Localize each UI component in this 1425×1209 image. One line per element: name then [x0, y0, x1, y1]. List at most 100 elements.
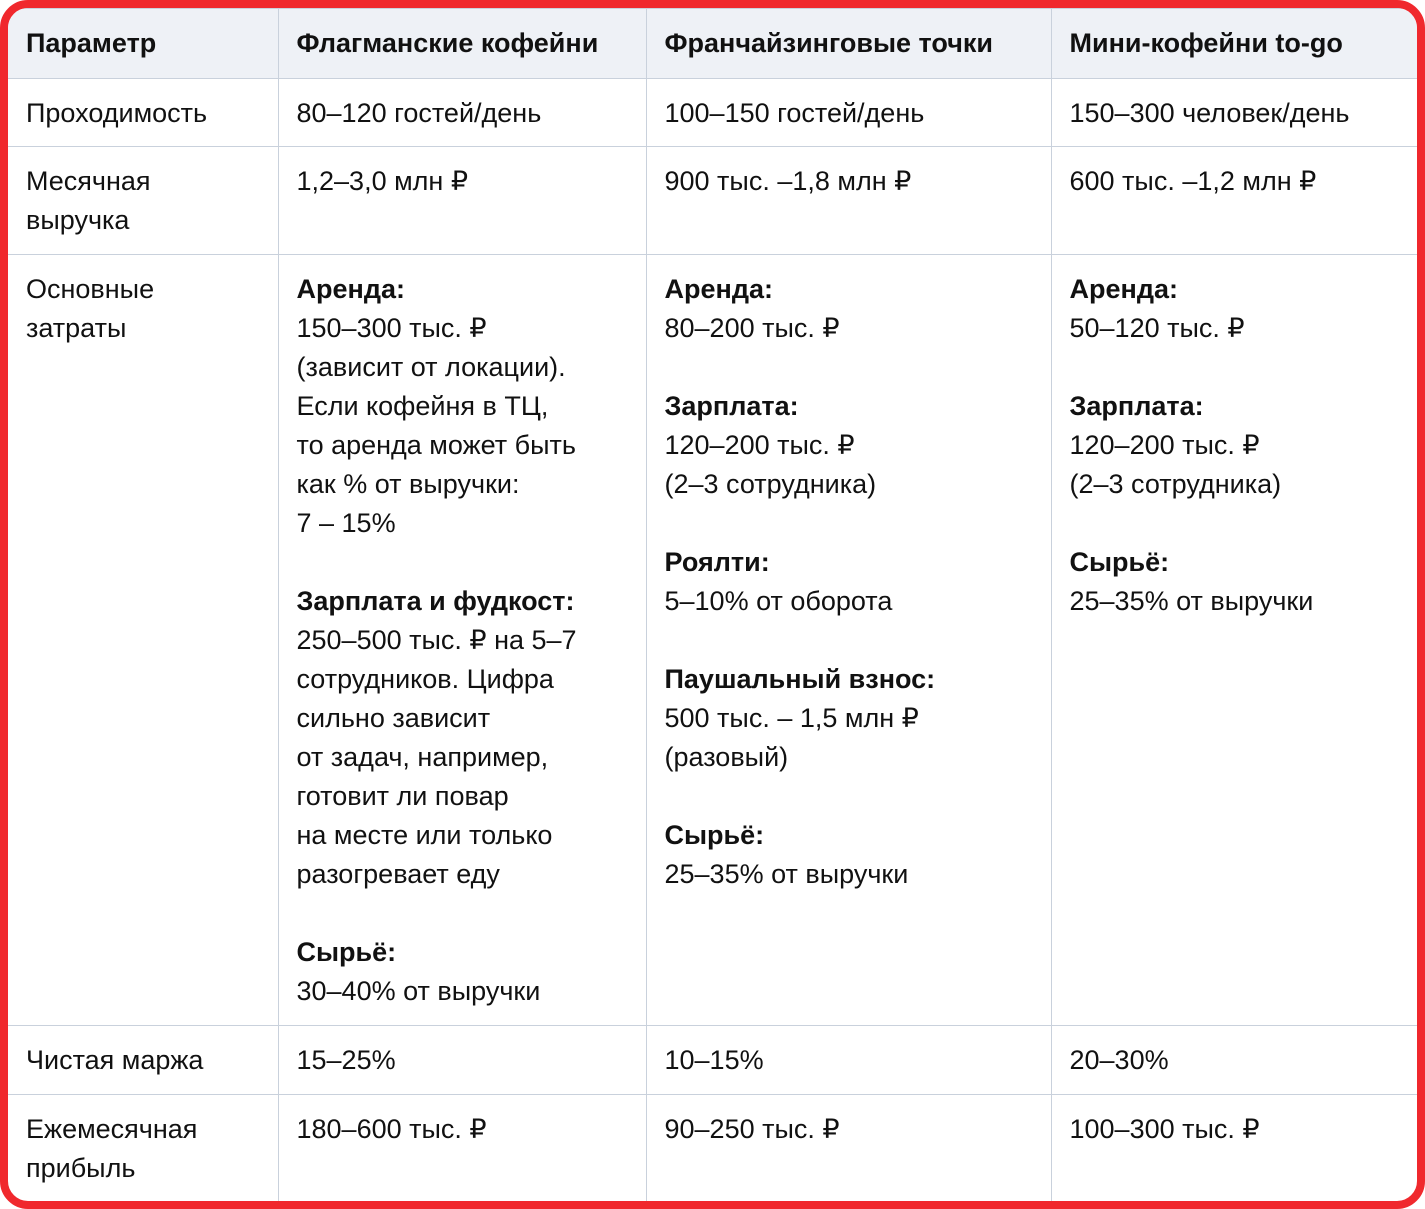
text-block: 900 тыс. –1,8 млн ₽ [665, 162, 1033, 201]
text-line: сотрудников. Цифра [296, 664, 554, 694]
text-line: сильно зависит [296, 703, 491, 733]
block-heading: Зарплата: [664, 391, 799, 421]
table-cell: 600 тыс. –1,2 млн ₽ [1050, 146, 1417, 255]
text-line: 20–30% [1069, 1045, 1169, 1075]
block-heading: Зарплата: [1069, 391, 1204, 421]
text-block: 150–300 человек/день [1070, 94, 1400, 133]
text-block: Сырьё: 30–40% от выручки [297, 933, 628, 1011]
table-cell: Аренда: 150–300 тыс. ₽ (зависит от локации… [277, 254, 647, 1026]
text-line: 180–600 тыс. ₽ [296, 1114, 487, 1144]
table-cell: 90–250 тыс. ₽ [645, 1094, 1052, 1201]
text-line: 25–35% от выручки [1069, 586, 1314, 616]
table-cell: 1,2–3,0 млн ₽ [277, 146, 647, 255]
text-line: 250–500 тыс. ₽ на 5–7 [296, 625, 577, 655]
header-cell: Флагманские кофейни [277, 8, 647, 79]
text-line: от задач, например, [296, 742, 549, 772]
table-row: Чистая маржа 15–25% 10–15% 20–30% [8, 1025, 1417, 1095]
text-block: Чистая маржа [26, 1041, 260, 1080]
text-block: 20–30% [1070, 1041, 1400, 1080]
text-line: 90–250 тыс. ₽ [664, 1114, 840, 1144]
text-line: 100–150 гостей/день [664, 98, 925, 128]
comparison-table: Параметр Флагманские кофейни Франчайзингов… [8, 8, 1417, 1201]
block-heading: Сырьё: [1069, 547, 1170, 577]
table-row: Проходимость 80–120 гостей/день 100–150 го… [8, 78, 1417, 147]
text-block: Основные затраты [26, 270, 260, 348]
text-line: Ежемесячная [26, 1114, 198, 1144]
text-block: Ежемесячная прибыль [26, 1110, 260, 1188]
text-line: 15–25% [296, 1045, 396, 1075]
text-block: Проходимость [26, 94, 260, 133]
text-line: (зависит от локации). [296, 352, 566, 382]
text-block: 100–300 тыс. ₽ [1070, 1110, 1400, 1149]
table-cell: 100–150 гостей/день [645, 78, 1052, 147]
text-line: 120–200 тыс. ₽ [664, 430, 855, 460]
text-line: 150–300 тыс. ₽ [296, 313, 487, 343]
text-line: 25–35% от выручки [664, 859, 909, 889]
text-line: то аренда может быть [296, 430, 576, 460]
text-line: готовит ли повар [296, 781, 509, 811]
header-cell: Мини-кофейни to-go [1050, 8, 1417, 79]
block-heading: Паушальный взнос: [664, 664, 936, 694]
table-cell: 100–300 тыс. ₽ [1050, 1094, 1417, 1201]
row-label-cell: Основные затраты [8, 254, 279, 1026]
text-line: 120–200 тыс. ₽ [1069, 430, 1260, 460]
table-cell: Аренда: 80–200 тыс. ₽ Зарплата: 120–200 тыс… [645, 254, 1052, 1026]
text-line: 150–300 человек/день [1069, 98, 1350, 128]
text-block: Месячная выручка [26, 162, 260, 240]
text-line: прибыль [26, 1153, 136, 1183]
table-row: Ежемесячная прибыль 180–600 тыс. ₽ 90–250 т… [8, 1094, 1417, 1201]
text-line: Если кофейня в ТЦ, [296, 391, 549, 421]
table-cell: 150–300 человек/день [1050, 78, 1417, 147]
text-line: 30–40% от выручки [296, 976, 541, 1006]
text-line: (разовый) [664, 742, 789, 772]
text-line: 1,2–3,0 млн ₽ [296, 166, 469, 196]
text-line: (2–3 сотрудника) [664, 469, 877, 499]
text-line: как % от выручки: [296, 469, 520, 499]
block-heading: Аренда: [296, 274, 405, 304]
text-line: 5–10% от оборота [664, 586, 893, 616]
table-cell: 10–15% [645, 1025, 1052, 1095]
text-line: Месячная [26, 166, 151, 196]
block-heading: Аренда: [664, 274, 773, 304]
block-heading: Сырьё: [296, 937, 397, 967]
text-line: 900 тыс. –1,8 млн ₽ [664, 166, 912, 196]
table-cell: 80–120 гостей/день [277, 78, 647, 147]
text-block: 15–25% [297, 1041, 628, 1080]
text-block: Зарплата: 120–200 тыс. ₽ (2–3 сотрудника) [665, 387, 1033, 504]
text-block: 100–150 гостей/день [665, 94, 1033, 133]
text-line: 80–120 гостей/день [296, 98, 542, 128]
block-heading: Роялти: [664, 547, 770, 577]
text-line: (2–3 сотрудника) [1069, 469, 1282, 499]
text-block: 180–600 тыс. ₽ [297, 1110, 628, 1149]
header-cell: Франчайзинговые точки [645, 8, 1052, 79]
table-cell: 180–600 тыс. ₽ [277, 1094, 647, 1201]
text-block: Зарплата и фудкост: 250–500 тыс. ₽ на 5–7… [297, 582, 628, 894]
text-block: Аренда: 50–120 тыс. ₽ [1070, 270, 1400, 348]
block-heading: Сырьё: [664, 820, 765, 850]
text-line: выручка [26, 205, 130, 235]
table-cell: 20–30% [1050, 1025, 1417, 1095]
block-heading: Зарплата и фудкост: [296, 586, 575, 616]
text-line: 500 тыс. – 1,5 млн ₽ [664, 703, 919, 733]
table-cell: 900 тыс. –1,8 млн ₽ [645, 146, 1052, 255]
text-block: 90–250 тыс. ₽ [665, 1110, 1033, 1149]
text-block: 1,2–3,0 млн ₽ [297, 162, 628, 201]
text-block: 80–120 гостей/день [297, 94, 628, 133]
text-block: Зарплата: 120–200 тыс. ₽ (2–3 сотрудника) [1070, 387, 1400, 504]
text-line: 100–300 тыс. ₽ [1069, 1114, 1260, 1144]
text-line: разогревает еду [296, 859, 500, 889]
text-block: 600 тыс. –1,2 млн ₽ [1070, 162, 1400, 201]
text-line: Проходимость [26, 98, 208, 128]
row-label-cell: Чистая маржа [8, 1025, 279, 1095]
text-block: Паушальный взнос: 500 тыс. – 1,5 млн ₽ (ра… [665, 660, 1033, 777]
header-row: Параметр Флагманские кофейни Франчайзингов… [8, 8, 1417, 79]
row-label-cell: Проходимость [8, 78, 279, 147]
text-block: Аренда: 150–300 тыс. ₽ (зависит от локации… [297, 270, 628, 543]
block-heading: Аренда: [1069, 274, 1178, 304]
table-row: Основные затраты Аренда: 150–300 тыс. ₽ (зав… [8, 254, 1417, 1026]
header-cell: Параметр [8, 8, 279, 79]
text-line: затраты [26, 313, 127, 343]
text-line: 50–120 тыс. ₽ [1069, 313, 1245, 343]
text-block: Аренда: 80–200 тыс. ₽ [665, 270, 1033, 348]
